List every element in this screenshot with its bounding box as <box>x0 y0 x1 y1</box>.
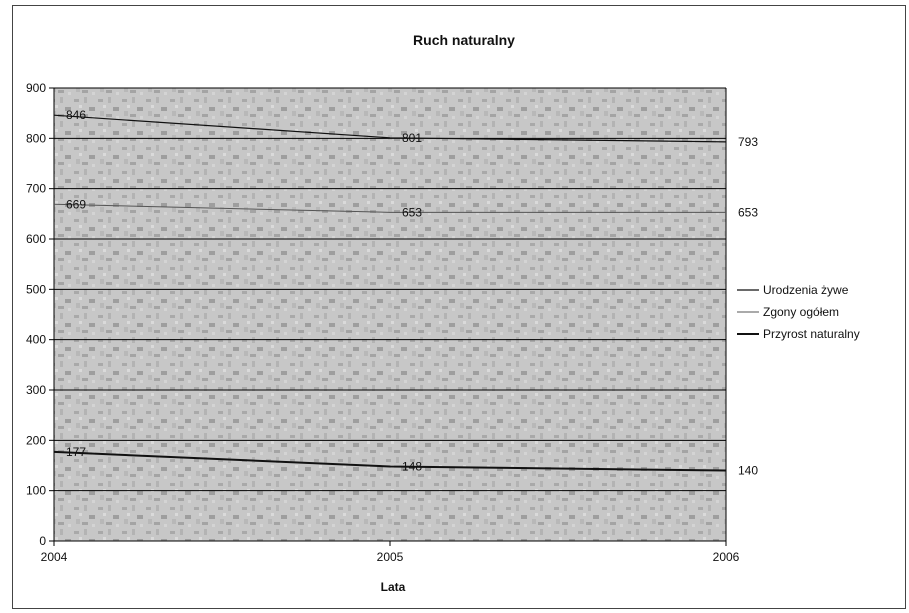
y-tick-label-0: 0 <box>39 534 46 548</box>
y-tick-label-600: 600 <box>26 232 46 246</box>
chart-frame <box>12 5 906 609</box>
axes: 0 100 200 300 400 500 600 700 800 900 2004 2005 2006 <box>26 81 740 564</box>
data-label-s1-p2: 801 <box>402 131 422 145</box>
chart-title: Ruch naturalny <box>413 32 515 48</box>
y-tick-label-800: 800 <box>26 131 46 145</box>
x-tick-label-2004: 2004 <box>41 550 68 564</box>
x-axis-label: Lata <box>381 580 406 594</box>
y-tick-label-500: 500 <box>26 282 46 296</box>
legend-entry-2: Zgony ogółem <box>763 305 839 319</box>
series-lines <box>53 114 727 472</box>
legend-entry-1: Urodzenia żywe <box>763 283 849 297</box>
data-label-s3-p2: 148 <box>402 460 422 474</box>
data-labels: 846 801 793 669 653 653 177 148 140 <box>66 108 758 477</box>
y-tick-label-400: 400 <box>26 333 46 347</box>
y-tick-label-300: 300 <box>26 383 46 397</box>
legend-entry-3: Przyrost naturalny <box>763 327 860 341</box>
data-label-s3-p1: 177 <box>66 445 86 459</box>
series-line-3 <box>53 450 727 472</box>
legend: Urodzenia żywe Zgony ogółem Przyrost natur… <box>731 278 901 354</box>
legend-box <box>731 278 901 354</box>
y-tick-label-900: 900 <box>26 81 46 95</box>
data-label-s1-p1: 846 <box>66 108 86 122</box>
y-tick-label-700: 700 <box>26 182 46 196</box>
data-label-s2-p3: 653 <box>738 205 758 219</box>
data-label-s1-p3: 793 <box>738 135 758 149</box>
gridlines <box>54 87 726 492</box>
data-label-s2-p2: 653 <box>402 205 422 219</box>
plot-area <box>54 88 726 541</box>
y-tick-label-200: 200 <box>26 433 46 447</box>
series-line-2 <box>53 203 726 213</box>
x-tick-label-2005: 2005 <box>377 550 404 564</box>
data-label-s2-p1: 669 <box>66 197 86 211</box>
series-line-1 <box>53 114 727 143</box>
data-label-s3-p3: 140 <box>738 464 758 478</box>
x-tick-label-2006: 2006 <box>713 550 740 564</box>
y-tick-label-100: 100 <box>26 484 46 498</box>
